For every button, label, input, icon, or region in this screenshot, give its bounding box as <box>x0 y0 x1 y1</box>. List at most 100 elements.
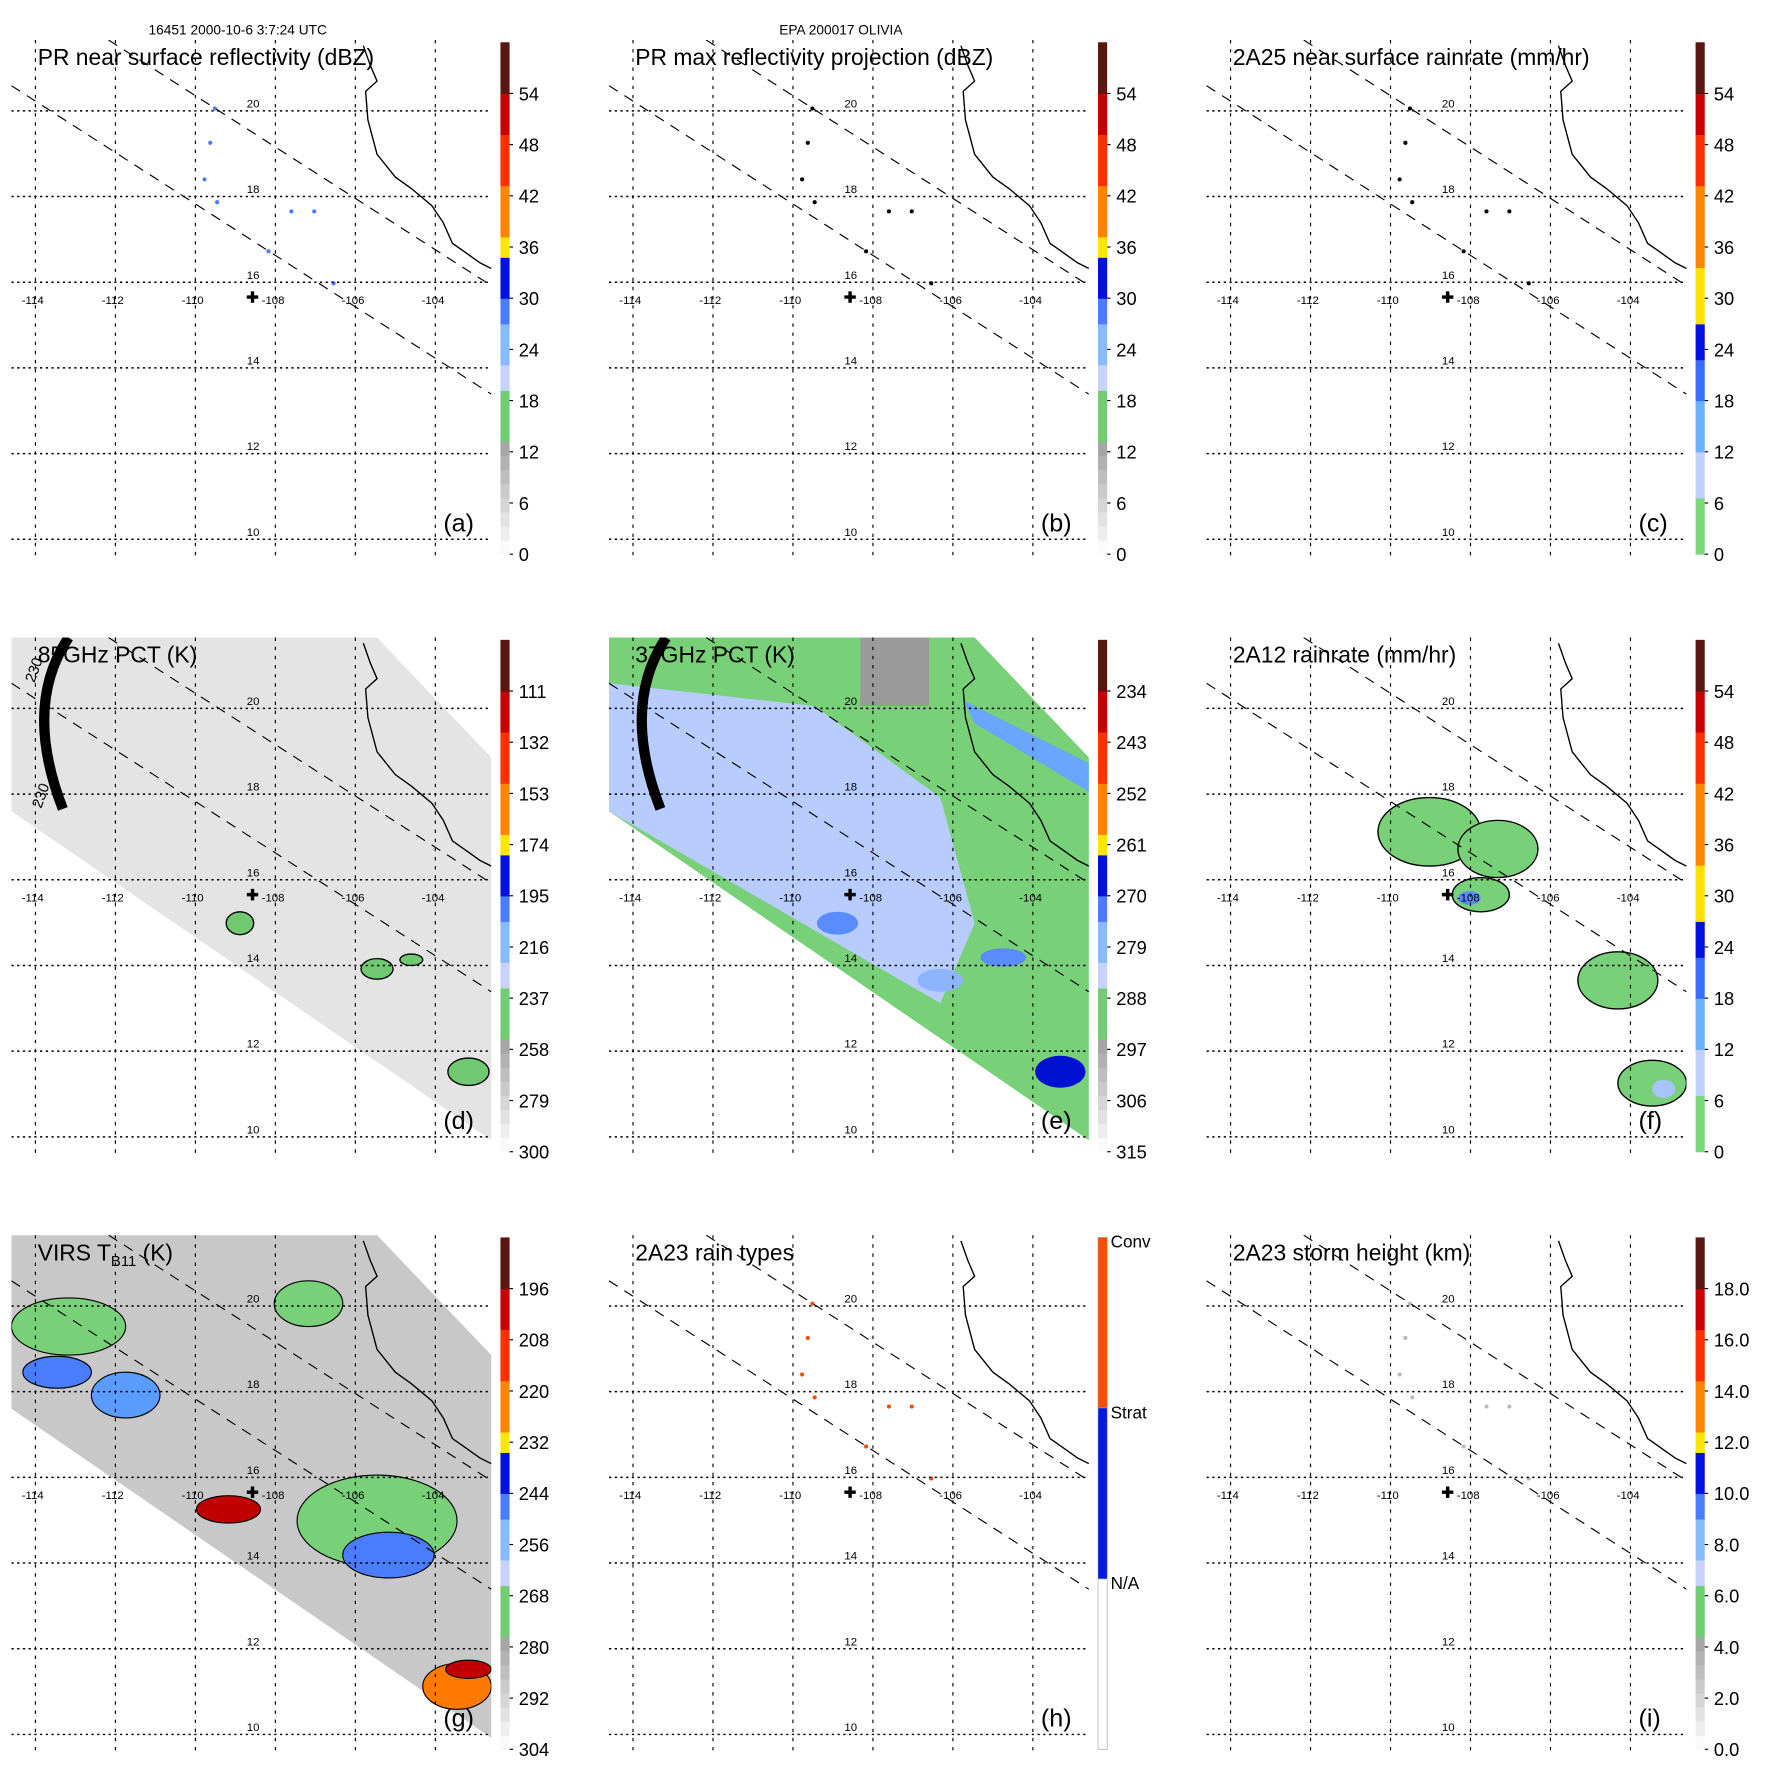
colorbar-label: 6 <box>519 493 529 514</box>
colorbar-label: 208 <box>519 1330 549 1351</box>
colorbar-band <box>500 1692 510 1708</box>
echo-pixel <box>1397 177 1402 182</box>
cloud-top-cell <box>90 1371 161 1419</box>
lon-label: -114 <box>619 295 642 307</box>
colorbar-label: 30 <box>1116 288 1136 309</box>
colorbar-label: 304 <box>519 1739 549 1760</box>
lon-label: -110 <box>779 1490 801 1502</box>
precip-cell <box>399 953 424 967</box>
rain-area <box>1457 819 1539 879</box>
colorbar-band <box>500 497 510 513</box>
colorbar-band <box>500 1137 510 1153</box>
lat-label: 20 <box>1442 1294 1455 1306</box>
colorbar-label: 220 <box>519 1381 549 1402</box>
echo-pixel <box>886 209 891 214</box>
lat-label: 16 <box>247 1465 260 1477</box>
lat-label: 16 <box>247 867 260 879</box>
colorbar-label: 279 <box>519 1090 549 1111</box>
plot-area <box>1206 1235 1687 1756</box>
panel-letter: (f) <box>1638 1107 1662 1135</box>
cloud-top-cell <box>11 1297 127 1356</box>
echo-pixel <box>1461 249 1466 254</box>
lat-label: 12 <box>844 441 857 453</box>
colorbar-band <box>500 185 510 238</box>
colorbar-label: 24 <box>1116 339 1136 360</box>
map-panel-h: 20 18 16 14 12 10 -114 -112 -110 -108 -106 -104 2A23… <box>608 1232 1151 1756</box>
colorbar-band <box>500 1559 510 1587</box>
colorbar-label: 24 <box>1714 339 1734 360</box>
colorbar-band <box>500 441 510 457</box>
panel-title: VIRS TB11 (K) <box>38 1239 173 1270</box>
colorbar-band <box>500 1721 510 1736</box>
colorbar-label: Strat <box>1111 1402 1147 1422</box>
echo-pixel <box>208 140 213 145</box>
colorbar-label: 243 <box>1116 732 1146 753</box>
echo-pixel <box>1407 1301 1413 1306</box>
lat-label: 12 <box>1442 1039 1455 1051</box>
echo-pixel <box>800 1372 805 1377</box>
colorbar-label: 12 <box>1714 1039 1734 1060</box>
colorbar-label: 12 <box>519 442 539 463</box>
colorbar-band <box>1695 921 1705 958</box>
cloud-top-cell <box>22 1355 92 1389</box>
storm-center-icon <box>844 888 856 901</box>
swath-edge-line <box>705 39 1089 287</box>
panel-letter: (g) <box>443 1704 474 1732</box>
echo-pixel <box>1507 209 1512 214</box>
lat-label: 16 <box>1442 867 1455 879</box>
colorbar-label: 12 <box>1714 442 1734 463</box>
rain-core <box>1652 1079 1676 1099</box>
contour-230 <box>39 637 73 811</box>
colorbar-label: 42 <box>1714 186 1734 207</box>
colorbar-band <box>1098 921 1108 963</box>
colorbar-label: 18 <box>519 390 539 411</box>
lon-label: -104 <box>1617 295 1640 307</box>
lat-label: 16 <box>1442 1465 1455 1477</box>
orbit-time-label: 16451 2000-10-6 3:7:24 UTC <box>148 21 327 38</box>
lat-label: 18 <box>844 782 857 794</box>
colorbar: 0 6 12 18 24 30 36 42 48 54 <box>1695 639 1734 1163</box>
swath-virs <box>11 1235 492 1738</box>
colorbar-band <box>500 134 510 187</box>
lat-label: 12 <box>1442 441 1455 453</box>
colorbar-band <box>1098 1067 1108 1082</box>
colorbar-label: 16.0 <box>1714 1330 1750 1351</box>
colorbar-band <box>1098 639 1108 692</box>
lat-label: 20 <box>1442 98 1455 110</box>
colorbar-band <box>500 1735 510 1750</box>
coastline <box>960 1240 1089 1465</box>
colorbar-label: 36 <box>519 237 539 258</box>
colorbar-label: 24 <box>519 339 539 360</box>
lon-label: -108 <box>1457 892 1480 904</box>
colorbar-band <box>500 483 510 499</box>
rain-area <box>1577 951 1659 1010</box>
precip-cell <box>360 957 394 980</box>
colorbar-band <box>1098 511 1108 527</box>
colorbar-band <box>1098 1053 1108 1068</box>
colorbar-band <box>1695 267 1705 325</box>
colorbar: 0 6 12 18 24 30 36 42 48 54 <box>1695 42 1734 565</box>
echo-pixel <box>805 140 810 145</box>
colorbar-label: 2.0 <box>1714 1688 1739 1709</box>
lat-label: 20 <box>247 1294 260 1306</box>
lon-label: -108 <box>1457 295 1480 307</box>
colorbar-label: 111 <box>519 681 547 702</box>
lat-label: 16 <box>247 270 260 282</box>
colorbar-label: 174 <box>519 834 549 855</box>
colorbar-band <box>500 390 510 443</box>
colorbar-band <box>1098 1095 1108 1111</box>
colorbar-band <box>1098 987 1108 1040</box>
lon-label: -112 <box>1297 295 1319 307</box>
precip-cell <box>225 911 255 936</box>
colorbar-label: 258 <box>519 1039 549 1060</box>
rain-core <box>1457 891 1481 905</box>
colorbar-label: 315 <box>1116 1142 1146 1163</box>
coastline <box>960 643 1089 867</box>
storm-center-icon <box>1441 1486 1454 1498</box>
lon-label: -114 <box>1217 1490 1240 1502</box>
colorbar-label: 8.0 <box>1714 1534 1739 1555</box>
colorbar-label: 54 <box>519 83 539 104</box>
echo-pixel <box>886 1404 891 1409</box>
colorbar-band <box>1695 323 1705 361</box>
